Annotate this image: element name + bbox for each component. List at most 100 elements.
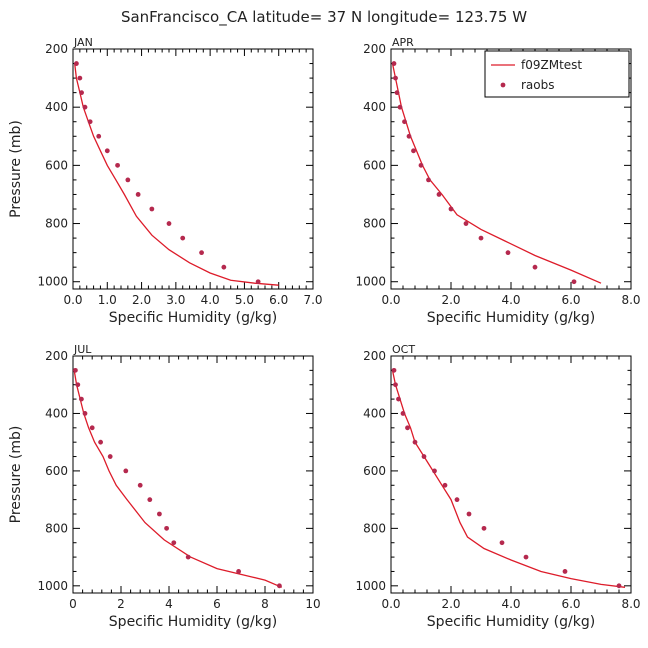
raobs-point (75, 382, 81, 388)
y-tick-label: 200 (45, 349, 68, 363)
raobs-point (426, 177, 431, 183)
x-axis-title: Specific Humidity (g/kg) (109, 614, 277, 630)
raobs-point (87, 119, 93, 125)
panel-jul: JUL 0 2 4 6 8 10 200 400 600 800 1000 Specific Humid… (8, 343, 321, 630)
y-axis-title: Pressure (mb) (8, 120, 24, 218)
raobs-point (418, 162, 424, 168)
y-tick-label: 400 (45, 100, 68, 114)
raobs-point (463, 221, 469, 226)
y-tick-label: 800 (45, 217, 68, 231)
raobs-point (166, 221, 172, 226)
raobs-point (185, 554, 191, 560)
legend-box (484, 50, 630, 98)
raobs-point (616, 583, 622, 589)
y-tick-label: 1000 (37, 275, 68, 289)
raobs-point (478, 235, 484, 241)
x-tick-label: 3.0 (166, 293, 185, 307)
raobs-point (442, 482, 448, 488)
raobs-point (394, 90, 400, 96)
raobs-point (396, 396, 401, 402)
legend-entry-model: f09ZMtest (521, 58, 582, 72)
raobs-point (115, 162, 120, 168)
raobs-point (402, 119, 407, 125)
raobs-point (505, 250, 511, 256)
raobs-point (77, 75, 83, 81)
raobs-point (221, 264, 227, 270)
raobs-point (393, 75, 398, 81)
raobs-point (82, 411, 88, 416)
raobs-point (532, 264, 538, 270)
x-tick-label: 8 (261, 597, 269, 611)
y-tick-label: 200 (363, 42, 386, 56)
panel-label: JAN (73, 36, 93, 49)
raobs-point (73, 367, 78, 373)
raobs-point (432, 468, 437, 474)
y-tick-label: 1000 (37, 579, 68, 593)
x-tick-label: 0.0 (63, 293, 82, 307)
x-tick-label: 0.0 (381, 293, 400, 307)
y-tick-label: 800 (363, 217, 386, 231)
legend-point-swatch (500, 82, 506, 88)
raobs-point (147, 497, 153, 503)
raobs-point (199, 250, 204, 256)
x-tick-label: 4.0 (501, 597, 520, 611)
x-tick-label: 8.0 (621, 597, 640, 611)
raobs-point (454, 497, 460, 503)
x-tick-label: 5.0 (235, 293, 254, 307)
raobs-point (499, 540, 505, 546)
panel-label: JUL (73, 343, 92, 356)
raobs-point (107, 454, 113, 459)
x-tick-label: 4 (165, 597, 173, 611)
raobs-point (391, 61, 397, 66)
raobs-point (397, 104, 403, 110)
y-tick-label: 1000 (355, 275, 386, 289)
raobs-point (125, 177, 131, 183)
y-tick-label: 200 (363, 349, 386, 363)
raobs-point (157, 511, 162, 517)
raobs-point (137, 482, 143, 488)
raobs-point (164, 525, 170, 531)
raobs-point (104, 148, 110, 154)
y-tick-label: 1000 (355, 579, 386, 593)
model-series-line (73, 370, 283, 588)
raobs-point (436, 192, 442, 197)
raobs-point (79, 90, 84, 96)
raobs-point (180, 235, 186, 241)
x-tick-label: 6.0 (561, 597, 580, 611)
model-series-line (74, 63, 279, 286)
x-tick-label: 6 (213, 597, 221, 611)
plot-frame (72, 355, 314, 594)
y-axis-title: Pressure (mb) (8, 426, 24, 524)
x-axis-title: Specific Humidity (g/kg) (109, 310, 277, 326)
y-tick-label: 200 (45, 42, 68, 56)
raobs-point (89, 425, 95, 431)
y-tick-label: 400 (45, 406, 68, 420)
x-axis-title: Specific Humidity (g/kg) (427, 614, 595, 630)
x-tick-label: 6.0 (269, 293, 288, 307)
raobs-point (393, 382, 398, 388)
x-tick-label: 4.0 (501, 293, 520, 307)
panel-apr: APR 0.0 2.0 4.0 6.0 8.0 200 400 600 800 1000 Specif… (355, 36, 640, 326)
raobs-point (466, 511, 472, 517)
raobs-point (411, 148, 416, 154)
x-axis-title: Specific Humidity (g/kg) (427, 310, 595, 326)
panel-jan: JAN 0.0 1.0 2.0 3.0 4.0 5.0 6.0 7.0 200 400 600 800 1… (8, 36, 323, 326)
raobs-point (74, 61, 79, 66)
raobs-point (255, 279, 261, 285)
raobs-point (82, 104, 88, 110)
legend-entry-raobs: raobs (521, 78, 555, 92)
raobs-point (448, 206, 454, 212)
x-tick-label: 0 (69, 597, 77, 611)
x-tick-label: 2.0 (441, 597, 460, 611)
raobs-point (406, 133, 412, 139)
raobs-point (571, 279, 577, 285)
figure-title: SanFrancisco_CA latitude= 37 N longitude… (121, 8, 527, 27)
raobs-point (405, 425, 410, 431)
x-tick-label: 2 (117, 597, 125, 611)
y-tick-label: 400 (363, 406, 386, 420)
y-tick-label: 600 (45, 158, 68, 172)
y-tick-label: 600 (45, 464, 68, 478)
raobs-point (98, 439, 103, 445)
plot-frame (72, 48, 314, 290)
